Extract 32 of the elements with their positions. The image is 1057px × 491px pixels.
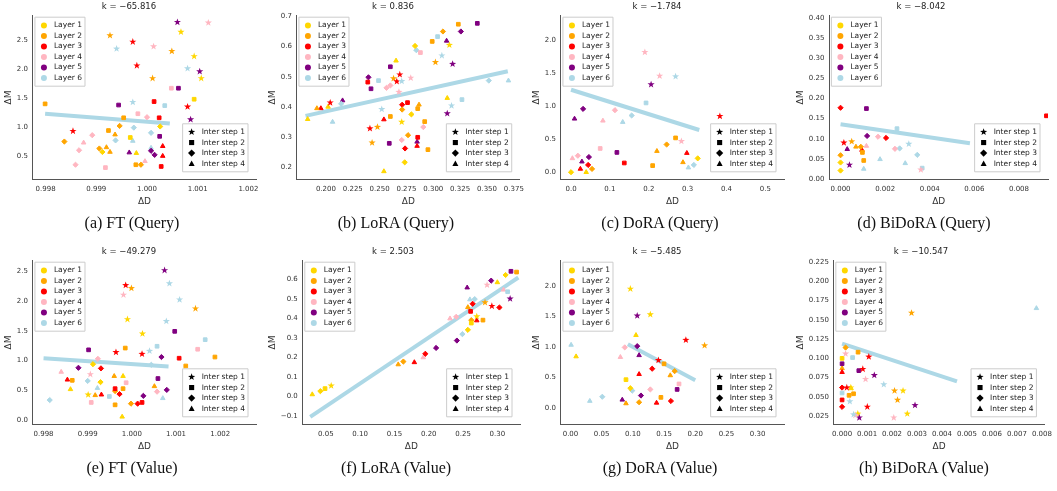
text: (h) BiDoRA (Value) (858, 459, 990, 477)
y-axis-title: ΔM (2, 90, 13, 105)
y-axis-title: ΔM (266, 90, 277, 105)
text: (f) LoRA (Value) (339, 459, 453, 477)
text: (d) BiDoRA (Query) (856, 214, 992, 232)
y-axis-title: ΔM (794, 90, 805, 105)
chart-title: k = −65.816 (101, 1, 157, 12)
y-axis-title: ΔM (530, 335, 541, 350)
x-axis-title: ΔD (404, 440, 419, 451)
x-axis-title: ΔD (932, 195, 946, 206)
chart-title: k = −10.547 (893, 246, 949, 257)
x-axis-title: ΔD (665, 195, 680, 206)
y-axis-title: ΔM (266, 335, 277, 350)
chart-title: k = −5.485 (632, 246, 682, 257)
chart-title: k = 0.836 (372, 1, 414, 12)
chart-title: k = −49.279 (101, 246, 157, 257)
text: (a) FT (Query) (83, 214, 181, 232)
x-axis-title: ΔD (137, 195, 152, 206)
x-axis-title: ΔD (401, 195, 415, 206)
y-axis-title: ΔM (2, 335, 13, 350)
text: (c) DoRA (Query) (600, 214, 720, 232)
text: (g) DoRA (Value) (601, 459, 719, 477)
chart-title: k = −8.042 (896, 1, 946, 12)
x-axis-title: ΔD (932, 440, 946, 451)
x-axis-title: ΔD (665, 440, 680, 451)
text: (b) LoRA (Query) (336, 214, 456, 232)
y-axis-title: ΔM (530, 90, 541, 105)
text: (e) FT (Value) (85, 459, 179, 477)
chart-title: k = 2.503 (372, 246, 414, 257)
y-axis-title: ΔM (794, 335, 805, 350)
chart-title: k = −1.784 (632, 1, 682, 12)
x-axis-title: ΔD (137, 440, 152, 451)
